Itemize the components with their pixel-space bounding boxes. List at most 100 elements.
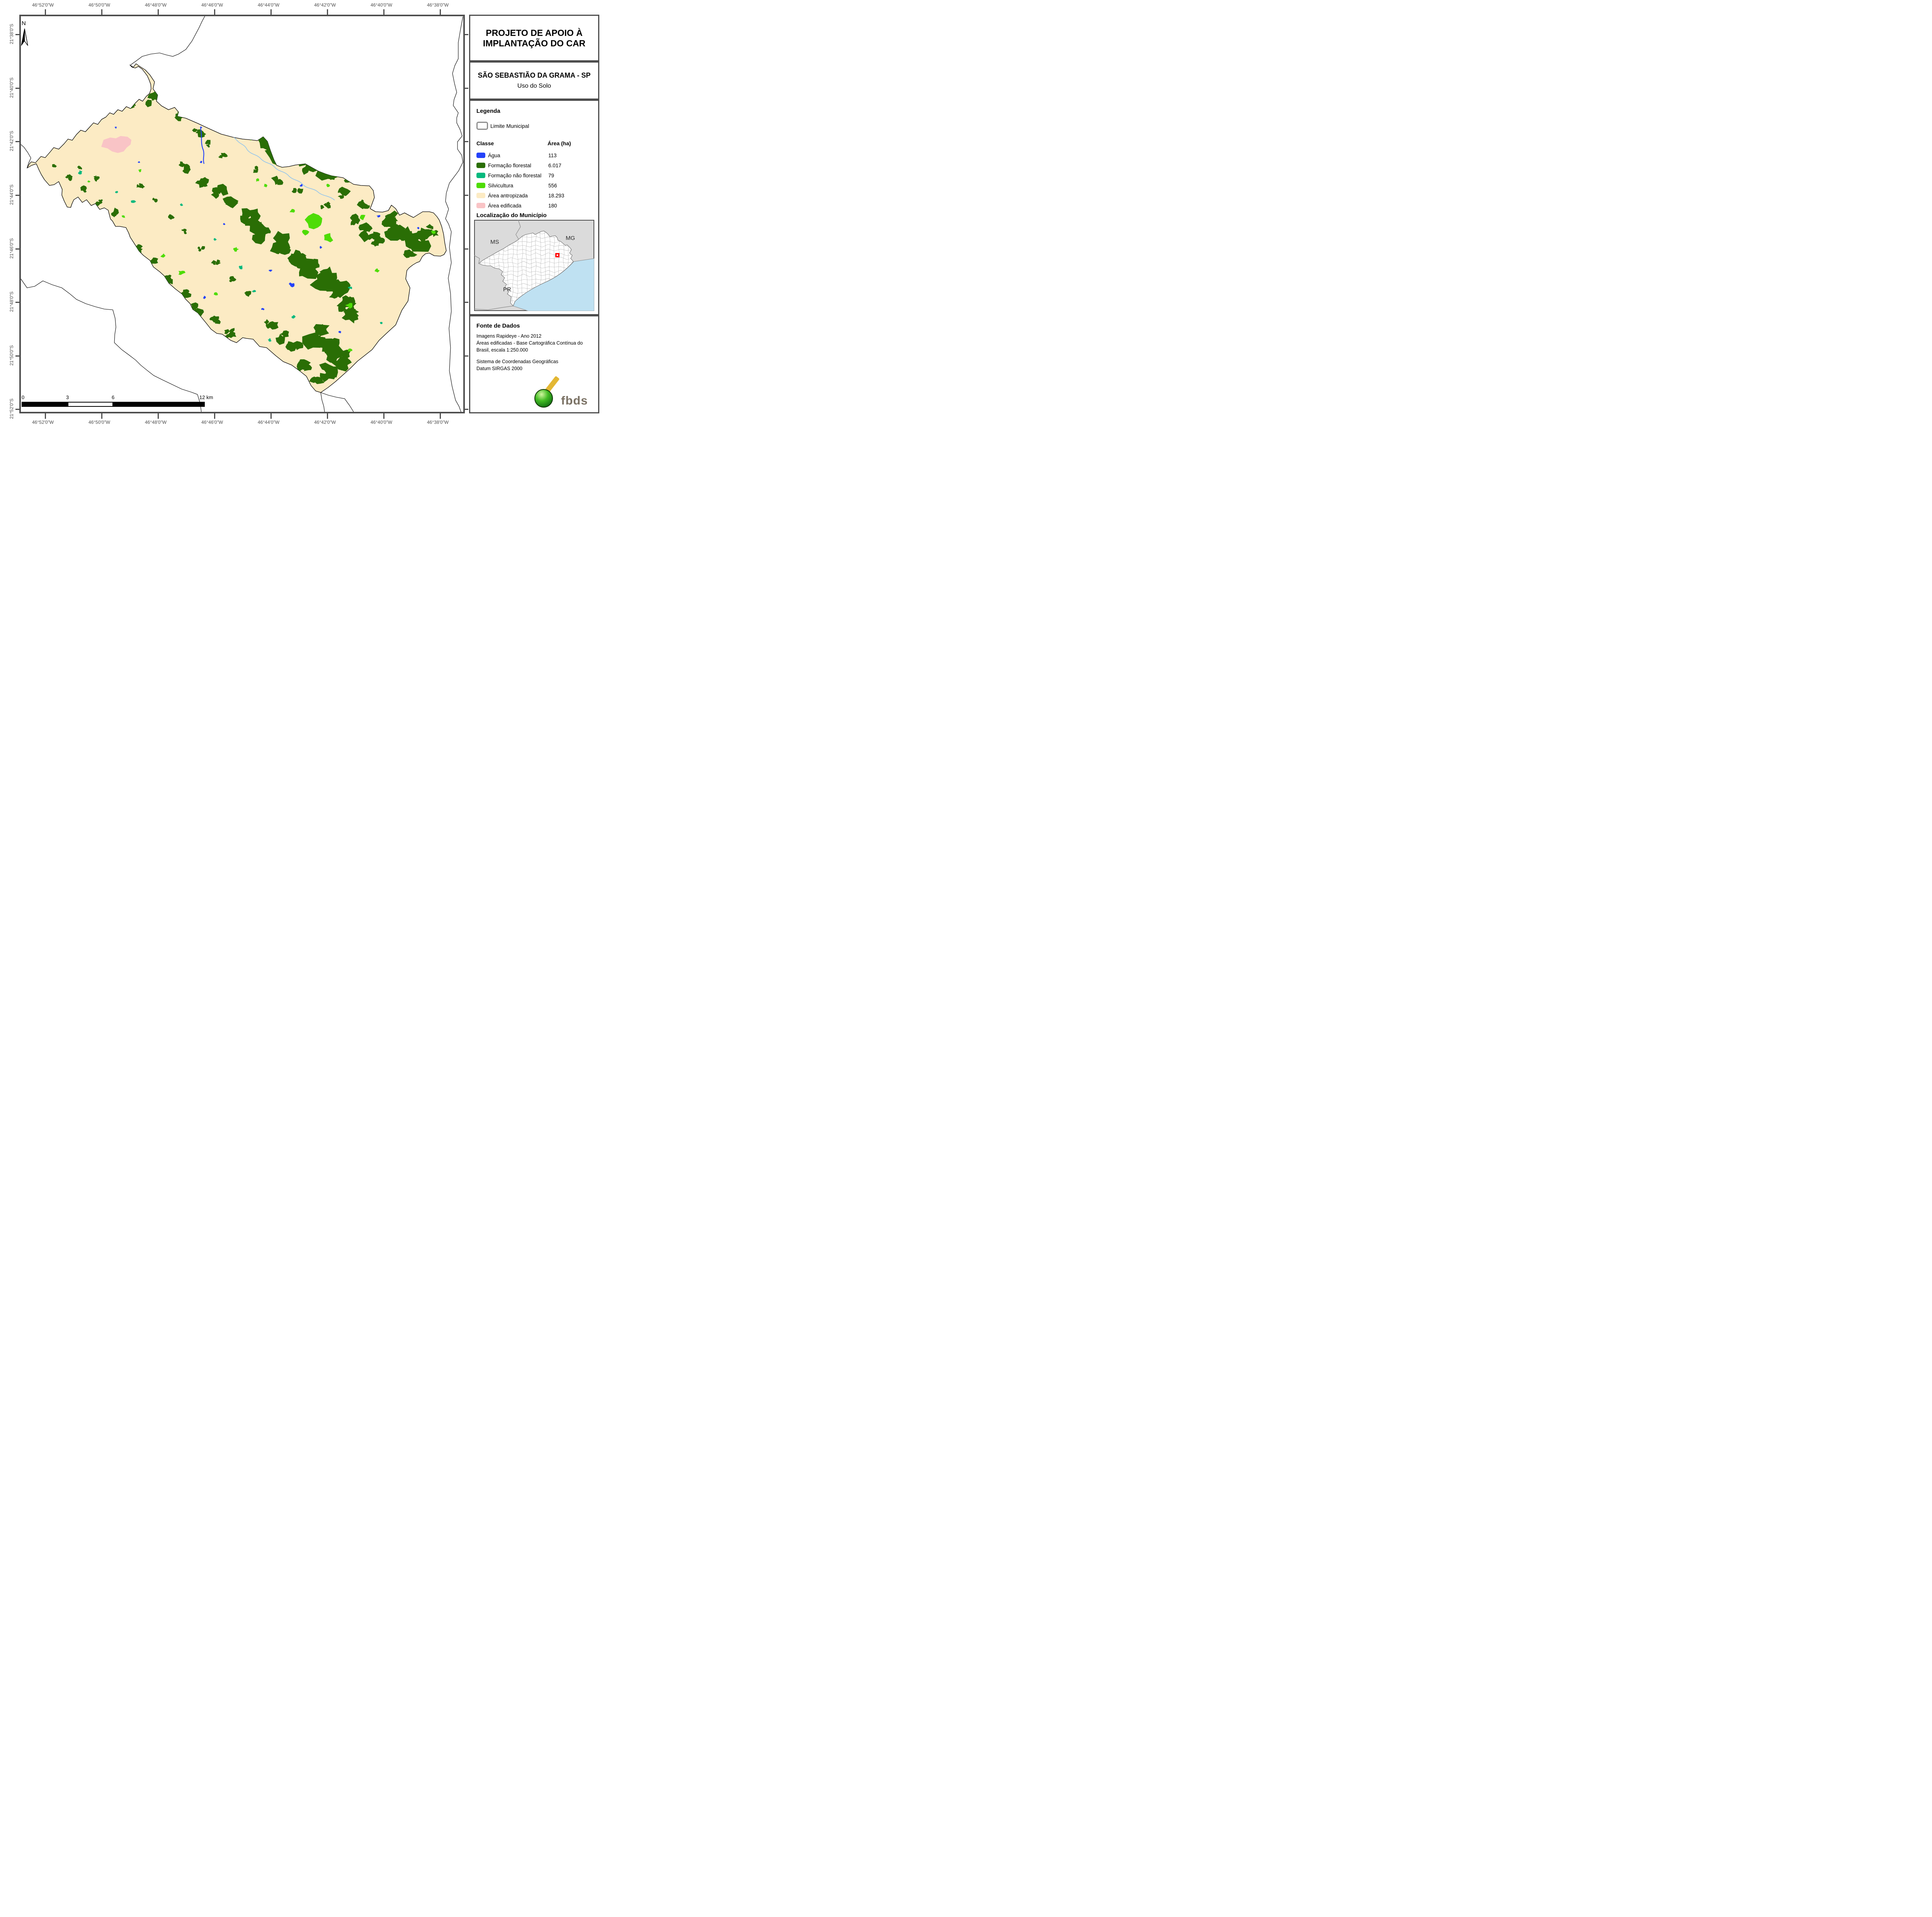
- axis-label-top-3: 46°46'0"W: [201, 2, 223, 8]
- axis-label-bottom-3: 46°46'0"W: [201, 420, 223, 425]
- axis-label-top-5: 46°42'0"W: [314, 2, 336, 8]
- silvicultura-label: Silvicultura: [488, 182, 514, 189]
- florestal-area: 6.017: [548, 162, 561, 168]
- axis-label-bottom-2: 46°48'0"W: [145, 420, 167, 425]
- axis-label-left-2: 21°42'0"S: [9, 131, 14, 151]
- title-box: PROJETO DE APOIO À IMPLANTAÇÃO DO CAR: [469, 15, 599, 61]
- tick-bottom-4: [270, 413, 272, 419]
- axis-label-bottom-0: 46°52'0"W: [32, 420, 54, 425]
- tick-right-5: [465, 302, 468, 303]
- label-pr: PR: [503, 286, 511, 293]
- municipality-name: SÃO SEBASTIÃO DA GRAMA - SP: [478, 71, 591, 79]
- map-theme: Uso do Solo: [517, 83, 551, 89]
- fbds-logo-text: fbds: [561, 394, 588, 407]
- tick-top-1: [101, 9, 102, 15]
- tick-top-5: [327, 9, 328, 15]
- florestal-swatch: [476, 163, 485, 168]
- florestal-label: Formação florestal: [488, 162, 531, 168]
- axis-label-left-0: 21°38'0"S: [9, 24, 14, 44]
- legend-row-nao-florestal: Formação não florestal 79: [476, 171, 554, 180]
- axis-label-bottom-5: 46°42'0"W: [314, 420, 336, 425]
- data-source-box: Fonte de Dados Imagens Rapideye - Ano 20…: [469, 315, 599, 413]
- tick-left-1: [15, 88, 21, 89]
- tick-bottom-3: [214, 413, 215, 419]
- tick-left-3: [15, 195, 21, 196]
- agua-area: 113: [548, 152, 557, 158]
- location-inset-map: MS MG PR: [473, 219, 595, 313]
- axis-label-bottom-6: 46°40'0"W: [371, 420, 393, 425]
- north-label: N: [22, 20, 26, 27]
- axis-label-bottom-1: 46°50'0"W: [88, 420, 111, 425]
- tick-bottom-0: [45, 413, 46, 419]
- tick-left-0: [15, 34, 21, 35]
- axis-label-left-5: 21°48'0"S: [9, 291, 14, 312]
- scale-6: 6: [112, 394, 115, 400]
- project-title: PROJETO DE APOIO À IMPLANTAÇÃO DO CAR: [483, 28, 586, 48]
- legend-heading: Legenda: [476, 108, 500, 114]
- tick-top-3: [214, 9, 215, 15]
- tick-left-7: [15, 409, 21, 410]
- tick-left-5: [15, 302, 21, 303]
- axis-label-top-6: 46°40'0"W: [371, 2, 393, 8]
- axis-label-bottom-7: 46°38'0"W: [427, 420, 449, 425]
- axis-label-left-7: 21°52'0"S: [9, 398, 14, 419]
- map-layout-page: N 0 3 6 12 km 46°52'0"W 46°52'0"W 46°50'0"…: [0, 0, 606, 428]
- nao-florestal-swatch: [476, 173, 485, 178]
- tick-top-4: [270, 9, 272, 15]
- legend-limite-row: Limite Municipal: [476, 122, 529, 130]
- silvicultura-swatch: [476, 183, 485, 188]
- antropizada-area: 18.293: [548, 192, 565, 199]
- nao-florestal-area: 79: [548, 172, 554, 178]
- legend-box: Legenda Limite Municipal Classe Área (ha…: [469, 100, 599, 315]
- tick-top-2: [158, 9, 159, 15]
- tick-top-6: [383, 9, 384, 15]
- fonte-crs: Sistema de Coordenadas Geográficas Datum…: [476, 359, 558, 372]
- axis-label-left-3: 21°44'0"S: [9, 184, 14, 205]
- agua-swatch: [476, 153, 485, 158]
- tick-bottom-6: [383, 413, 384, 419]
- tick-right-1: [465, 88, 468, 89]
- tick-bottom-1: [101, 413, 102, 419]
- scale-0: 0: [22, 394, 25, 400]
- tick-bottom-2: [158, 413, 159, 419]
- tick-right-3: [465, 195, 468, 196]
- fonte-heading: Fonte de Dados: [476, 323, 520, 329]
- fbds-logo-icon: [534, 376, 560, 408]
- tick-top-7: [440, 9, 441, 15]
- sp-state-inset: MS MG PR: [473, 219, 595, 312]
- legend-col-classe: Classe: [476, 140, 494, 146]
- legend-row-florestal: Formação florestal 6.017: [476, 161, 561, 170]
- label-mg: MG: [566, 235, 575, 241]
- axis-label-bottom-4: 46°44'0"W: [258, 420, 280, 425]
- location-heading: Localização do Município: [476, 212, 547, 219]
- tick-right-0: [465, 34, 468, 35]
- land-use-map: [21, 16, 463, 412]
- axis-label-left-1: 21°40'0"S: [9, 77, 14, 98]
- nao-florestal-label: Formação não florestal: [488, 172, 542, 178]
- map-frame: [19, 15, 465, 413]
- limite-municipal-label: Limite Municipal: [490, 122, 529, 129]
- scale-12: 12 km: [199, 394, 213, 400]
- axis-label-left-6: 21°50'0"S: [9, 345, 14, 366]
- label-ms: MS: [490, 239, 499, 245]
- axis-label-top-2: 46°48'0"W: [145, 2, 167, 8]
- edificada-area: 180: [548, 202, 557, 209]
- legend-row-silvicultura: Silvicultura 556: [476, 181, 557, 190]
- tick-right-6: [465, 355, 468, 357]
- fonte-sources: Imagens Rapideye - Ano 2012 Áreas edific…: [476, 333, 583, 353]
- tick-left-2: [15, 141, 21, 142]
- axis-label-top-1: 46°50'0"W: [88, 2, 111, 8]
- north-arrow: N: [18, 20, 33, 47]
- axis-label-top-7: 46°38'0"W: [427, 2, 449, 8]
- agua-label: Água: [488, 152, 500, 158]
- tick-right-7: [465, 409, 468, 410]
- tick-right-4: [465, 248, 468, 250]
- edificada-swatch: [476, 203, 485, 208]
- north-arrow-icon: [21, 28, 28, 46]
- subtitle-box: SÃO SEBASTIÃO DA GRAMA - SP Uso do Solo: [469, 61, 599, 100]
- edificada-label: Área edificada: [488, 202, 522, 209]
- axis-label-top-0: 46°52'0"W: [32, 2, 54, 8]
- silvicultura-area: 556: [548, 182, 557, 189]
- tick-bottom-5: [327, 413, 328, 419]
- tick-right-2: [465, 141, 468, 142]
